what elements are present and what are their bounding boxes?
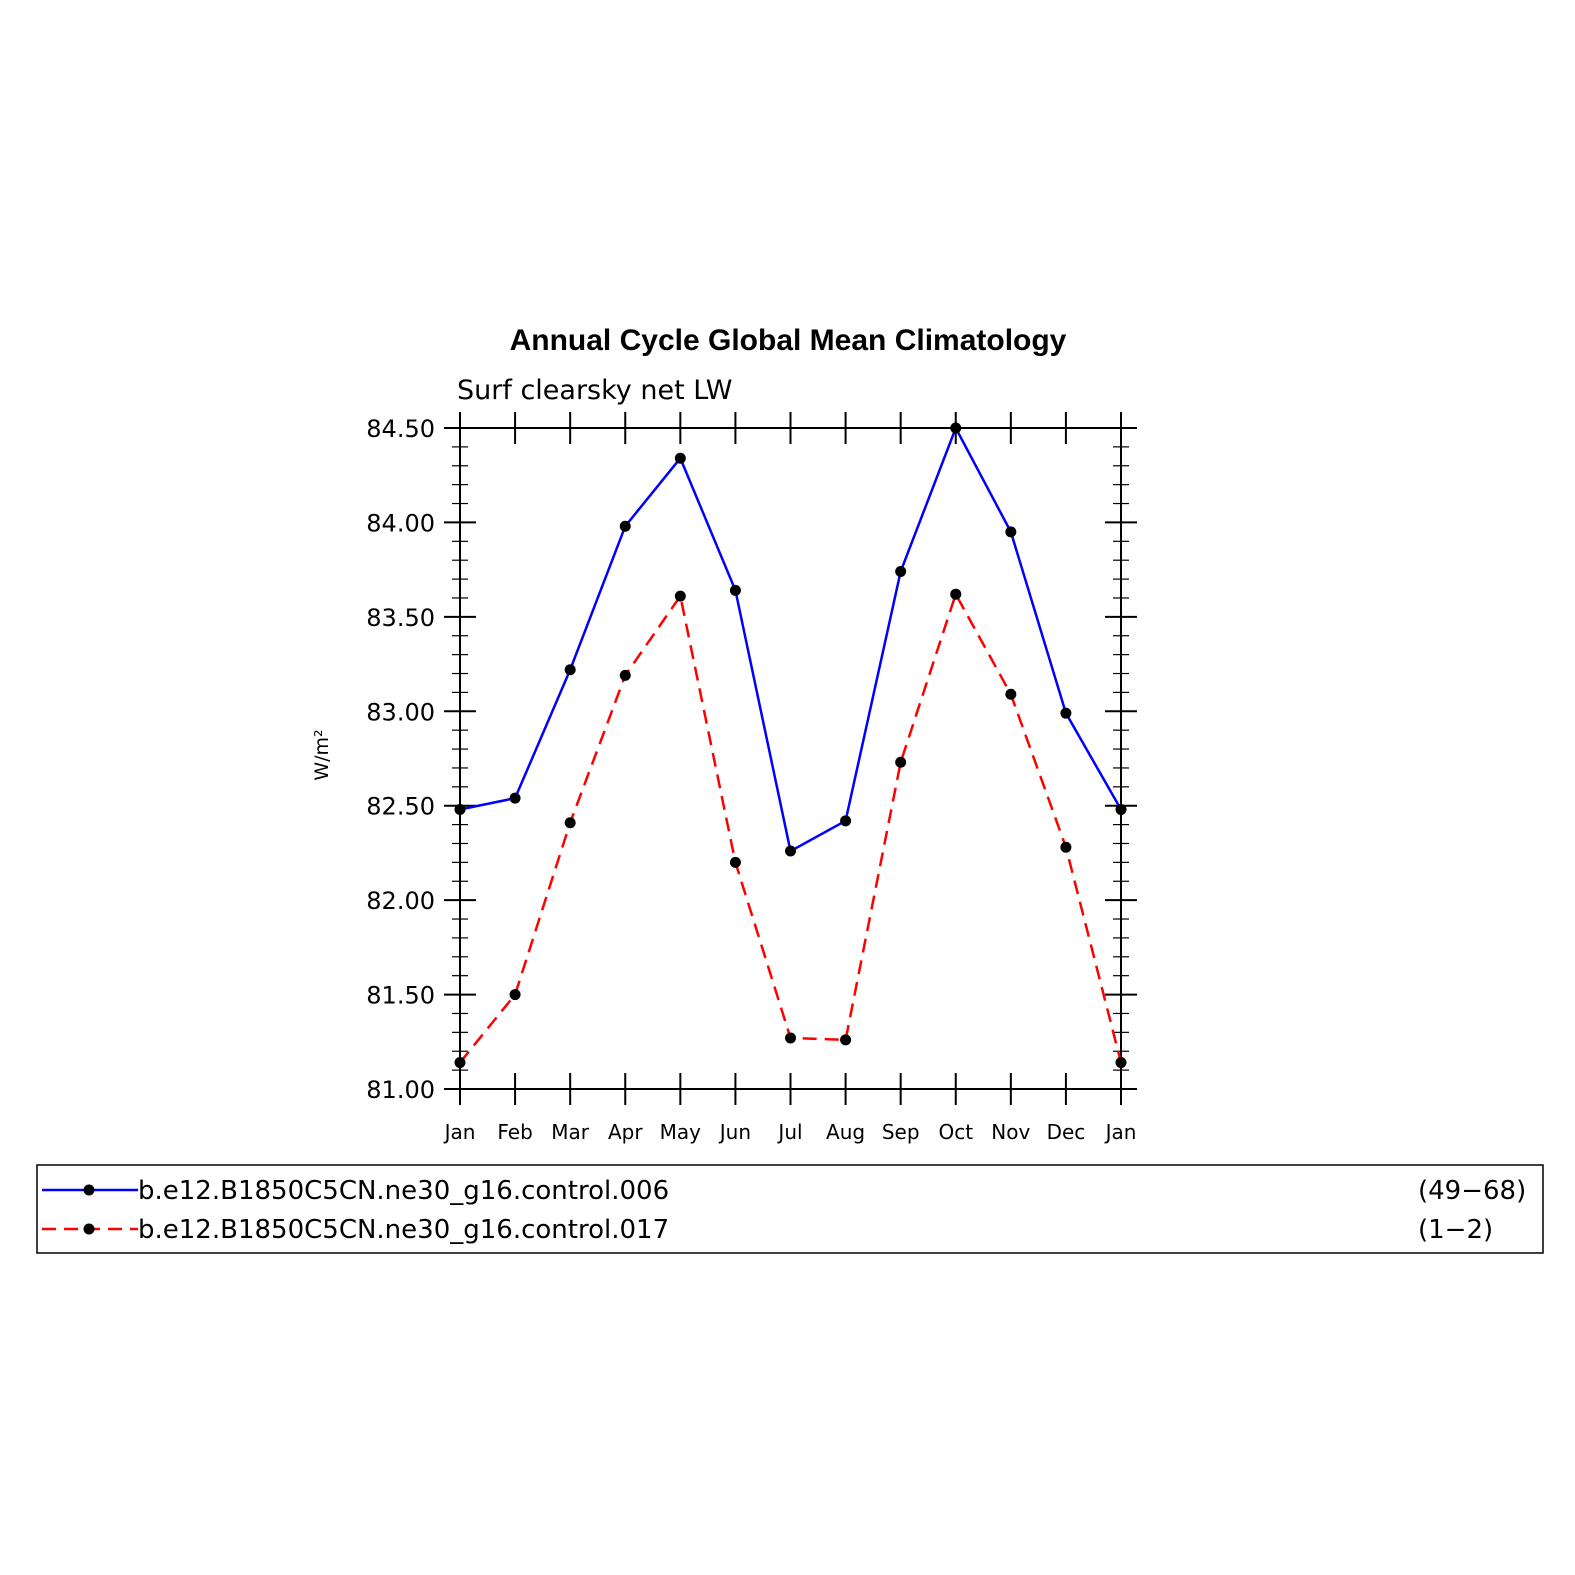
series-line-2 xyxy=(459,591,1123,1064)
data-point-series-1 xyxy=(619,520,631,532)
plot-area: 84.50 84.00 83.50 83.00 82.50 82.00 81.50 81.00… xyxy=(366,412,1137,1144)
legend-years-series-1: (49−68) xyxy=(1418,1176,1526,1206)
data-point-series-2 xyxy=(785,1032,796,1044)
x-tick-label: Aug xyxy=(826,1120,865,1144)
data-point-series-1 xyxy=(1005,526,1017,538)
data-point-series-1 xyxy=(950,422,962,434)
y-tick-label: 83.50 xyxy=(366,604,435,632)
chart-title: Annual Cycle Global Mean Climatology xyxy=(510,324,1067,357)
data-point-series-2 xyxy=(454,1057,466,1069)
data-point-series-1 xyxy=(674,452,686,464)
data-point-series-1 xyxy=(1060,707,1072,719)
y-tick-label: 82.50 xyxy=(366,793,435,821)
data-point-series-2 xyxy=(564,817,576,829)
x-tick-label: Oct xyxy=(938,1120,973,1144)
data-point-series-2 xyxy=(1115,1057,1127,1069)
data-point-series-2 xyxy=(840,1034,852,1046)
data-point-series-1 xyxy=(564,664,576,676)
data-point-series-2 xyxy=(895,756,907,768)
data-point-series-2 xyxy=(509,989,521,1001)
legend-label-series-1: b.e12.B1850C5CN.ne30_g16.control.006 xyxy=(138,1176,669,1206)
x-tick-label: Jan xyxy=(1104,1120,1137,1144)
legend-frame xyxy=(36,1164,1544,1254)
chart-subtitle: Surf clearsky net LW xyxy=(457,375,733,406)
legend-label-series-2: b.e12.B1850C5CN.ne30_g16.control.017 xyxy=(138,1215,669,1245)
legend-marker-series-1 xyxy=(83,1184,95,1196)
data-point-series-2 xyxy=(1060,841,1072,853)
data-point-series-1 xyxy=(840,815,852,827)
data-point-series-2 xyxy=(619,669,631,681)
x-tick-label: Apr xyxy=(608,1120,643,1144)
x-tick-label: Jun xyxy=(718,1120,751,1144)
legend: b.e12.B1850C5CN.ne30_g16.control.006 (49… xyxy=(36,1164,1544,1254)
x-tick-label: May xyxy=(660,1120,702,1144)
data-point-series-1 xyxy=(895,566,907,578)
legend-marker-series-2 xyxy=(83,1223,95,1235)
y-tick-label: 81.50 xyxy=(366,982,435,1010)
data-point-series-2 xyxy=(1005,688,1017,700)
data-point-series-1 xyxy=(729,584,741,596)
y-tick-label: 84.50 xyxy=(366,415,435,443)
data-point-series-2 xyxy=(674,590,686,602)
y-tick-label: 84.00 xyxy=(366,509,435,537)
series-line-1 xyxy=(459,424,1123,853)
x-tick-label: Nov xyxy=(991,1120,1030,1144)
x-tick-label: Jan xyxy=(443,1120,476,1144)
y-tick-label: 81.00 xyxy=(366,1076,435,1104)
data-point-series-1 xyxy=(509,792,521,804)
x-tick-label: Dec xyxy=(1047,1120,1086,1144)
y-axis-label: W/m² xyxy=(311,729,333,780)
x-tick-label: Feb xyxy=(497,1120,532,1144)
x-tick-label: Mar xyxy=(551,1120,590,1144)
y-tick-label: 82.00 xyxy=(366,887,435,915)
legend-years-series-2: (1−2) xyxy=(1418,1215,1493,1245)
data-point-series-2 xyxy=(950,588,962,600)
x-tick-label: Jul xyxy=(776,1120,802,1144)
x-tick-label: Sep xyxy=(882,1120,920,1144)
data-point-series-1 xyxy=(454,803,466,815)
data-point-series-1 xyxy=(1115,803,1127,815)
data-point-series-1 xyxy=(785,845,796,857)
data-point-series-2 xyxy=(729,856,741,868)
plot-frame xyxy=(459,427,1122,1090)
y-tick-label: 83.00 xyxy=(366,698,435,726)
